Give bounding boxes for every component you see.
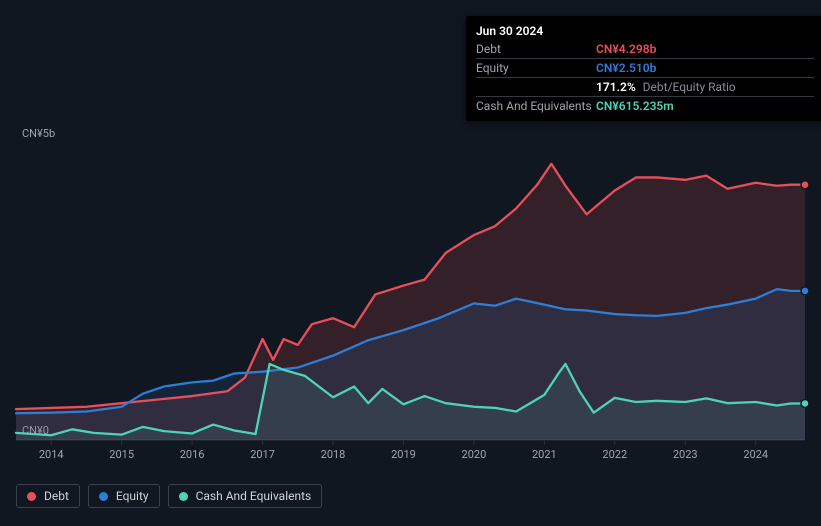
x-tick-label: 2014 xyxy=(39,448,64,461)
legend-item-cash-and-equivalents[interactable]: Cash And Equivalents xyxy=(168,484,323,508)
y-tick-label: CN¥5b xyxy=(22,127,55,140)
chart-legend: Debt Equity Cash And Equivalents xyxy=(16,484,322,508)
chart-area: CN¥0CN¥5b2014201520162017201820192020202… xyxy=(0,0,821,526)
legend-dot-icon xyxy=(27,492,36,501)
x-tick-label: 2023 xyxy=(673,448,698,461)
x-tick-label: 2016 xyxy=(180,448,205,461)
x-tick-label: 2021 xyxy=(532,448,557,461)
legend-item-equity[interactable]: Equity xyxy=(88,484,160,508)
x-tick-label: 2015 xyxy=(109,448,134,461)
x-tick-label: 2024 xyxy=(743,448,768,461)
x-tick-label: 2022 xyxy=(602,448,627,461)
series-end-marker-equity xyxy=(801,287,809,295)
series-end-marker-cash-and-equivalents xyxy=(801,399,809,407)
x-tick-label: 2020 xyxy=(462,448,487,461)
legend-dot-icon xyxy=(179,492,188,501)
legend-item-label: Cash And Equivalents xyxy=(196,489,312,503)
series-end-marker-debt xyxy=(801,181,809,189)
legend-dot-icon xyxy=(99,492,108,501)
legend-item-debt[interactable]: Debt xyxy=(16,484,80,508)
x-tick-label: 2018 xyxy=(321,448,346,461)
legend-item-label: Equity xyxy=(116,489,149,503)
x-tick-label: 2019 xyxy=(391,448,416,461)
legend-item-label: Debt xyxy=(44,489,69,503)
chart-frame: Jun 30 2024DebtCN¥4.298bEquityCN¥2.510b1… xyxy=(0,0,821,526)
x-tick-label: 2017 xyxy=(250,448,275,461)
